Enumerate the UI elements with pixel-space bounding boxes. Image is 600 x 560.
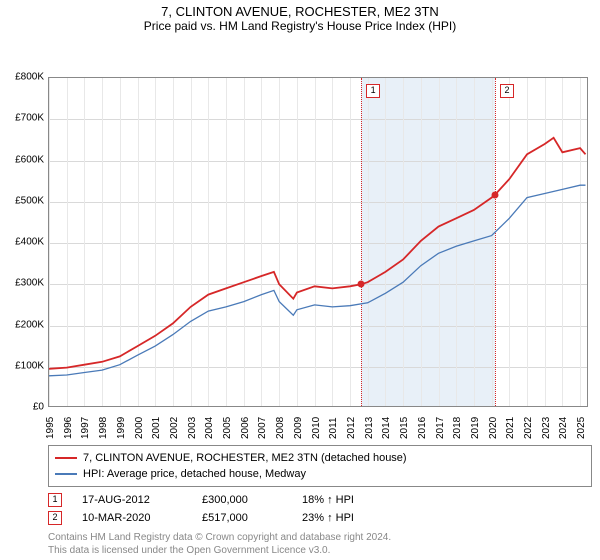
y-tick-label: £300K xyxy=(4,278,44,289)
page-subtitle: Price paid vs. HM Land Registry's House … xyxy=(0,19,600,37)
x-tick-label: 2020 xyxy=(488,417,499,439)
x-tick-label: 2022 xyxy=(523,417,534,439)
x-tick-label: 2016 xyxy=(417,417,428,439)
legend-label: HPI: Average price, detached house, Medw… xyxy=(83,466,306,482)
x-tick-label: 2006 xyxy=(240,417,251,439)
plot-area: 12 xyxy=(48,77,588,407)
legend-label: 7, CLINTON AVENUE, ROCHESTER, ME2 3TN (d… xyxy=(83,450,407,466)
y-tick-label: £200K xyxy=(4,319,44,330)
annotation-num: 1 xyxy=(48,493,62,507)
x-tick-label: 2015 xyxy=(399,417,410,439)
annotation-price: £300,000 xyxy=(202,491,282,509)
x-tick-label: 2021 xyxy=(505,417,516,439)
x-tick-label: 1999 xyxy=(116,417,127,439)
x-tick-label: 2014 xyxy=(381,417,392,439)
x-tick-label: 2009 xyxy=(293,417,304,439)
annotation-date: 10-MAR-2020 xyxy=(82,509,182,527)
data-point xyxy=(358,281,365,288)
series-hpi xyxy=(49,185,586,376)
chart: 12 £0 £100K £200K £300K £400K £500K £600K £700K £… xyxy=(0,37,600,445)
x-tick-label: 2002 xyxy=(169,417,180,439)
legend: 7, CLINTON AVENUE, ROCHESTER, ME2 3TN (d… xyxy=(48,445,592,487)
footer-line-1: Contains HM Land Registry data © Crown c… xyxy=(48,531,592,544)
legend-item: 7, CLINTON AVENUE, ROCHESTER, ME2 3TN (d… xyxy=(55,450,585,466)
annotation-date: 17-AUG-2012 xyxy=(82,491,182,509)
y-tick-label: £800K xyxy=(4,72,44,83)
x-tick-label: 2017 xyxy=(435,417,446,439)
legend-item: HPI: Average price, detached house, Medw… xyxy=(55,466,585,482)
annotation-delta: 18% ↑ HPI xyxy=(302,491,354,509)
series-price_paid xyxy=(49,138,586,369)
legend-swatch xyxy=(55,473,77,475)
y-tick-label: £400K xyxy=(4,237,44,248)
line-layer xyxy=(49,78,589,408)
page-title: 7, CLINTON AVENUE, ROCHESTER, ME2 3TN xyxy=(0,0,600,19)
y-tick-label: £500K xyxy=(4,195,44,206)
legend-swatch xyxy=(55,457,77,459)
annotation-row: 1 17-AUG-2012 £300,000 18% ↑ HPI xyxy=(48,491,592,509)
footer: Contains HM Land Registry data © Crown c… xyxy=(48,531,592,557)
x-tick-label: 2018 xyxy=(452,417,463,439)
x-tick-label: 2010 xyxy=(311,417,322,439)
y-tick-label: £700K xyxy=(4,113,44,124)
x-tick-label: 2001 xyxy=(151,417,162,439)
annotation-delta: 23% ↑ HPI xyxy=(302,509,354,527)
x-tick-label: 2003 xyxy=(187,417,198,439)
x-tick-label: 2007 xyxy=(257,417,268,439)
annotation-row: 2 10-MAR-2020 £517,000 23% ↑ HPI xyxy=(48,509,592,527)
footer-line-2: This data is licensed under the Open Gov… xyxy=(48,544,592,557)
x-tick-label: 2025 xyxy=(576,417,587,439)
y-tick-label: £600K xyxy=(4,154,44,165)
x-tick-label: 1998 xyxy=(98,417,109,439)
annotation-table: 1 17-AUG-2012 £300,000 18% ↑ HPI 2 10-MAR-202… xyxy=(48,491,592,527)
x-tick-label: 1997 xyxy=(80,417,91,439)
annotation-price: £517,000 xyxy=(202,509,282,527)
x-tick-label: 2008 xyxy=(275,417,286,439)
x-tick-label: 2000 xyxy=(134,417,145,439)
x-tick-label: 2023 xyxy=(541,417,552,439)
x-tick-label: 2012 xyxy=(346,417,357,439)
data-point xyxy=(491,191,498,198)
x-tick-label: 2013 xyxy=(364,417,375,439)
x-tick-label: 2024 xyxy=(558,417,569,439)
x-tick-label: 1996 xyxy=(63,417,74,439)
y-tick-label: £0 xyxy=(4,402,44,413)
x-tick-label: 1995 xyxy=(45,417,56,439)
x-tick-label: 2019 xyxy=(470,417,481,439)
annotation-num: 2 xyxy=(48,511,62,525)
x-tick-label: 2004 xyxy=(204,417,215,439)
x-tick-label: 2011 xyxy=(328,417,339,439)
x-tick-label: 2005 xyxy=(222,417,233,439)
y-tick-label: £100K xyxy=(4,360,44,371)
